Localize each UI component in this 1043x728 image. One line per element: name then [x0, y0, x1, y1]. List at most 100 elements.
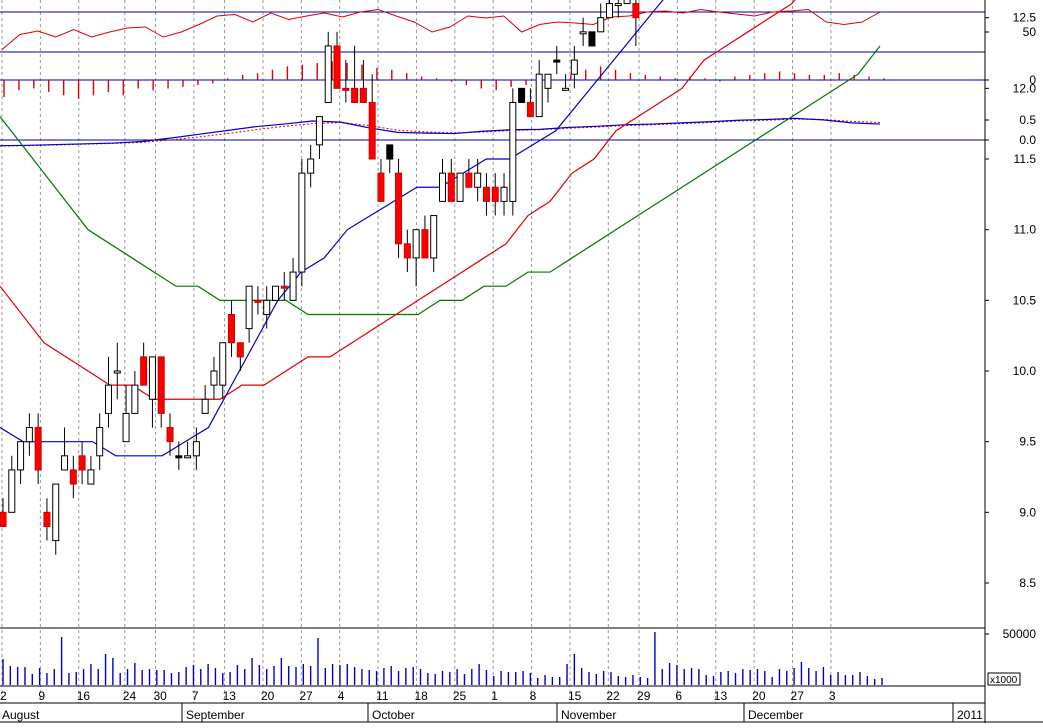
candle-body: [8, 469, 16, 513]
candle-body: [280, 285, 288, 289]
candle: [439, 159, 446, 202]
candle: [298, 159, 306, 287]
candle-body: [25, 427, 33, 443]
candle: [307, 144, 315, 188]
candle-body: [447, 172, 455, 202]
date-tick-label: 22: [606, 689, 620, 703]
candle-body: [351, 87, 359, 103]
macd-line: [0, 117, 881, 147]
month-label: August: [2, 708, 40, 722]
candle: [131, 371, 139, 414]
candle-body: [570, 59, 578, 75]
date-tick-label: 20: [261, 689, 275, 703]
candle: [421, 215, 429, 259]
candle-body: [482, 186, 490, 202]
candle: [482, 173, 490, 216]
candle-body: [0, 511, 7, 527]
candle: [140, 342, 148, 386]
candle-body: [131, 384, 139, 414]
candle: [465, 159, 473, 188]
date-tick-label: 7: [192, 689, 199, 703]
candle: [166, 413, 174, 456]
histogram-tick-label: 0: [1029, 73, 1036, 87]
candle: [351, 45, 359, 103]
candle-body: [271, 285, 279, 301]
candle: [271, 285, 279, 301]
candle: [228, 300, 236, 357]
candle-body: [509, 101, 517, 202]
candle-body: [403, 243, 411, 259]
candle-body: [333, 45, 341, 89]
candle: [342, 60, 350, 103]
candle: [148, 356, 156, 428]
candle-body: [597, 17, 605, 33]
candle: [263, 286, 271, 329]
candle: [570, 45, 578, 89]
candle: [474, 159, 482, 202]
candle: [544, 73, 552, 103]
candle: [157, 356, 165, 428]
date-tick-label: 2: [0, 689, 7, 703]
candle: [606, 0, 614, 19]
candle-body: [166, 427, 174, 443]
date-tick-label: 27: [299, 689, 313, 703]
candle-body: [606, 3, 614, 19]
month-label: 2011: [957, 708, 983, 722]
candle-body: [456, 172, 464, 202]
candle: [377, 159, 385, 202]
volume-unit-label: x1000: [990, 675, 1018, 686]
candle-body: [113, 370, 121, 374]
candle-body: [104, 384, 112, 414]
candle: [236, 342, 244, 372]
candle-body: [78, 455, 86, 471]
date-tick-label: 13: [223, 689, 237, 703]
candle-body: [298, 172, 306, 273]
candle: [0, 498, 7, 527]
candle: [122, 385, 130, 443]
volume-tick-label: 50000: [1003, 627, 1037, 641]
candle-body: [474, 172, 482, 188]
date-tick-label: 4: [338, 689, 345, 703]
candle: [430, 215, 438, 273]
candle-body: [623, 0, 631, 5]
candle-body: [69, 469, 77, 485]
candle: [623, 0, 631, 5]
candle: [104, 356, 112, 428]
price-tick-label: 12.5: [1013, 11, 1037, 25]
candle: [368, 74, 376, 160]
candle-body: [368, 101, 376, 160]
candle-body: [412, 229, 420, 259]
month-label: November: [561, 708, 616, 722]
candle-body: [588, 31, 596, 47]
candle-body: [52, 483, 60, 542]
date-tick-label: 20: [752, 689, 766, 703]
macd-signal-line: [0, 118, 881, 147]
candle-body: [87, 469, 95, 485]
candle: [184, 441, 192, 459]
candle: [535, 60, 543, 118]
candle: [192, 427, 200, 470]
candle: [456, 172, 464, 202]
date-tick-label: 11: [376, 689, 389, 703]
candle-body: [184, 455, 192, 459]
candle: [113, 342, 121, 400]
candle-body: [307, 158, 315, 174]
candle-body: [535, 73, 543, 118]
date-tick-label: 9: [38, 689, 45, 703]
candle-body: [289, 271, 297, 301]
candle: [201, 385, 209, 414]
candle: [500, 173, 508, 216]
date-tick-label: 25: [453, 689, 467, 703]
candle-body: [500, 186, 508, 202]
candle-body: [219, 342, 227, 386]
candle: [324, 31, 332, 103]
candle-body: [377, 172, 385, 202]
date-tick-label: 3: [829, 689, 836, 703]
date-tick-label: 18: [414, 689, 428, 703]
candle-body: [421, 229, 429, 259]
candle: [175, 441, 183, 470]
candle: [315, 116, 323, 160]
price-tick-label: 10.0: [1013, 364, 1037, 378]
